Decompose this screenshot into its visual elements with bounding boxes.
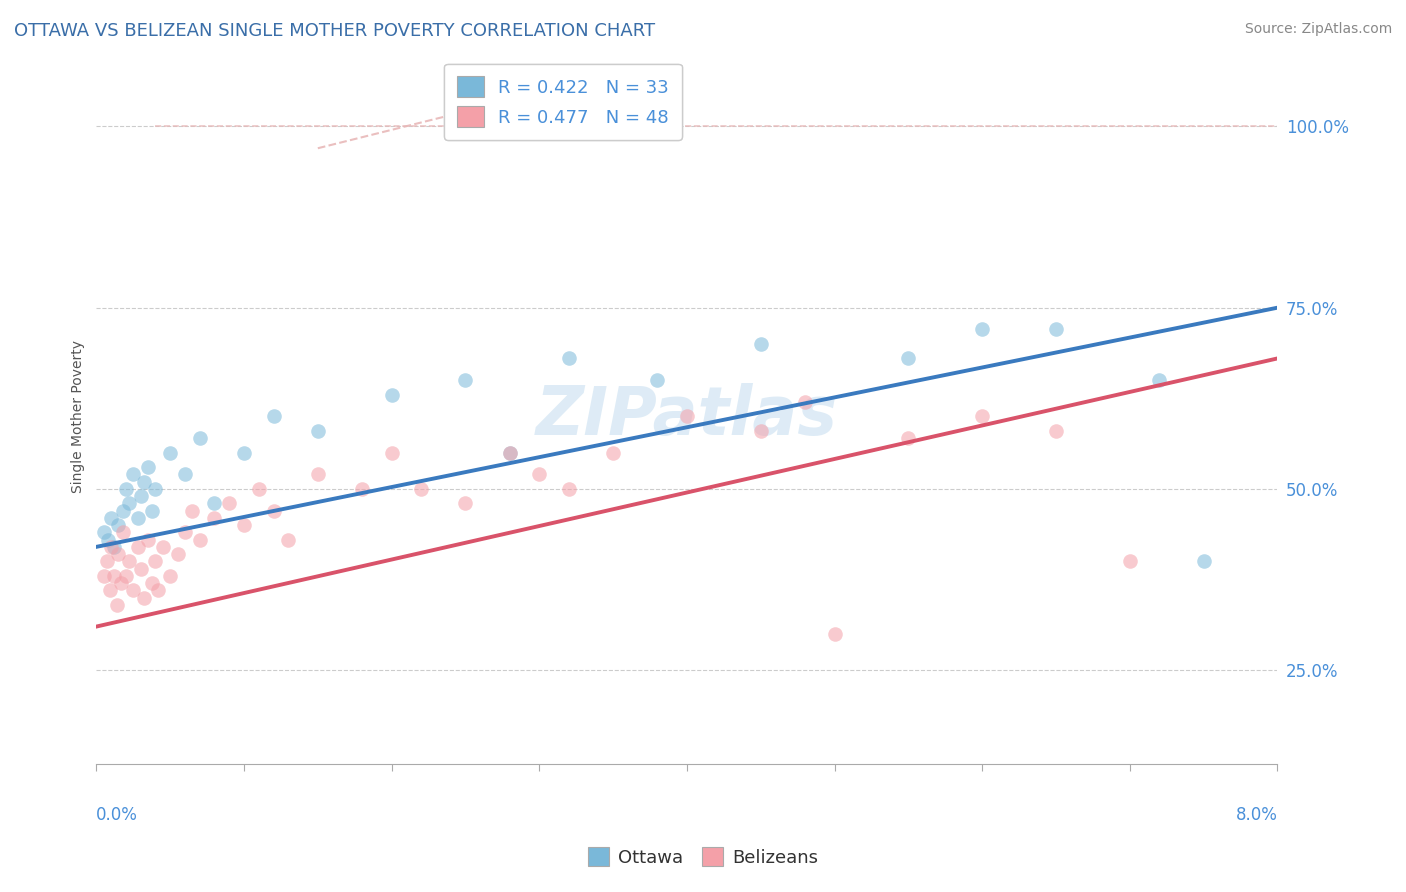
Point	[972, 322, 994, 336]
Point	[110, 576, 132, 591]
Point	[159, 569, 181, 583]
Point	[676, 409, 699, 424]
Point	[93, 525, 115, 540]
Point	[107, 547, 129, 561]
Point	[204, 511, 226, 525]
Point	[100, 540, 122, 554]
Legend: R = 0.422   N = 33, R = 0.477   N = 48: R = 0.422 N = 33, R = 0.477 N = 48	[444, 63, 682, 140]
Legend: Ottawa, Belizeans: Ottawa, Belizeans	[581, 840, 825, 874]
Point	[122, 467, 145, 482]
Point	[96, 554, 118, 568]
Point	[263, 503, 285, 517]
Point	[352, 482, 374, 496]
Point	[277, 533, 299, 547]
Point	[204, 496, 226, 510]
Point	[1149, 373, 1171, 387]
Point	[824, 627, 846, 641]
Point	[263, 409, 285, 424]
Point	[529, 467, 551, 482]
Point	[794, 395, 817, 409]
Point	[307, 424, 329, 438]
Point	[499, 445, 522, 459]
Point	[145, 554, 167, 568]
Point	[148, 583, 170, 598]
Point	[97, 533, 120, 547]
Point	[972, 409, 994, 424]
Point	[132, 591, 155, 605]
Point	[115, 482, 138, 496]
Text: Source: ZipAtlas.com: Source: ZipAtlas.com	[1244, 22, 1392, 37]
Point	[233, 445, 256, 459]
Point	[93, 569, 115, 583]
Point	[145, 482, 167, 496]
Point	[558, 482, 581, 496]
Point	[749, 337, 772, 351]
Point	[127, 511, 149, 525]
Point	[111, 525, 134, 540]
Point	[105, 598, 128, 612]
Point	[897, 351, 920, 366]
Point	[181, 503, 204, 517]
Point	[188, 431, 211, 445]
Text: 8.0%: 8.0%	[1236, 806, 1278, 824]
Point	[136, 533, 159, 547]
Point	[749, 424, 772, 438]
Point	[499, 445, 522, 459]
Point	[307, 467, 329, 482]
Point	[141, 503, 163, 517]
Y-axis label: Single Mother Poverty: Single Mother Poverty	[72, 340, 86, 493]
Point	[132, 475, 155, 489]
Point	[218, 496, 240, 510]
Point	[111, 503, 134, 517]
Point	[1045, 322, 1067, 336]
Point	[115, 569, 138, 583]
Point	[1045, 424, 1067, 438]
Point	[103, 569, 125, 583]
Point	[159, 445, 181, 459]
Point	[107, 518, 129, 533]
Point	[118, 496, 141, 510]
Text: OTTAWA VS BELIZEAN SINGLE MOTHER POVERTY CORRELATION CHART: OTTAWA VS BELIZEAN SINGLE MOTHER POVERTY…	[14, 22, 655, 40]
Point	[247, 482, 270, 496]
Point	[174, 525, 197, 540]
Point	[1119, 554, 1142, 568]
Point	[602, 445, 624, 459]
Point	[98, 583, 121, 598]
Point	[558, 351, 581, 366]
Point	[381, 387, 404, 401]
Point	[188, 533, 211, 547]
Point	[103, 540, 125, 554]
Point	[647, 373, 669, 387]
Point	[454, 373, 477, 387]
Point	[454, 496, 477, 510]
Point	[897, 431, 920, 445]
Point	[166, 547, 188, 561]
Point	[136, 460, 159, 475]
Point	[1192, 554, 1215, 568]
Point	[411, 482, 433, 496]
Point	[118, 554, 141, 568]
Text: 0.0%: 0.0%	[97, 806, 138, 824]
Point	[233, 518, 256, 533]
Point	[141, 576, 163, 591]
Point	[127, 540, 149, 554]
Point	[100, 511, 122, 525]
Point	[129, 489, 152, 503]
Point	[152, 540, 174, 554]
Point	[122, 583, 145, 598]
Point	[174, 467, 197, 482]
Point	[381, 445, 404, 459]
Text: ZIPatlas: ZIPatlas	[536, 384, 838, 450]
Point	[129, 561, 152, 575]
